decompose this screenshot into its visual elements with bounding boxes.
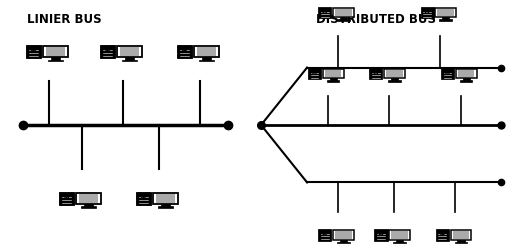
Bar <box>458 70 475 77</box>
Bar <box>386 70 403 77</box>
Bar <box>177 45 192 59</box>
Bar <box>48 60 63 61</box>
Bar <box>43 46 68 57</box>
Bar <box>122 60 137 61</box>
Bar <box>455 242 467 243</box>
Bar <box>196 48 216 56</box>
Bar <box>335 231 352 239</box>
Bar <box>125 57 134 59</box>
Bar <box>441 68 454 80</box>
Bar <box>435 8 456 17</box>
Bar <box>26 45 41 59</box>
Bar <box>393 242 406 243</box>
Bar <box>391 78 398 80</box>
Bar <box>84 204 93 206</box>
Bar <box>453 231 469 239</box>
Bar <box>81 206 96 208</box>
Bar <box>442 17 449 19</box>
Bar <box>325 70 341 77</box>
Bar <box>333 230 354 240</box>
Bar <box>458 240 465 242</box>
Text: LINIER BUS: LINIER BUS <box>27 12 101 26</box>
Bar <box>335 9 352 16</box>
Bar <box>323 69 344 78</box>
Bar <box>100 45 115 59</box>
Bar <box>161 204 170 206</box>
Bar <box>136 192 151 205</box>
Bar <box>388 80 401 82</box>
Bar <box>120 48 140 56</box>
Bar <box>77 193 101 204</box>
Bar <box>420 7 434 18</box>
Bar <box>308 68 321 80</box>
Bar <box>396 240 403 242</box>
Bar <box>329 78 337 80</box>
Bar <box>202 57 210 59</box>
Bar <box>337 242 349 243</box>
Bar <box>318 229 331 241</box>
Bar <box>199 60 214 61</box>
Bar <box>463 78 470 80</box>
Bar <box>436 229 449 241</box>
Bar <box>194 46 219 57</box>
Text: DISTRIBUTED BUS: DISTRIBUTED BUS <box>316 12 436 26</box>
Bar <box>337 19 349 21</box>
Bar <box>460 80 473 82</box>
Bar <box>327 80 340 82</box>
Bar <box>117 46 142 57</box>
Bar <box>451 230 472 240</box>
Bar <box>391 231 408 239</box>
Bar <box>318 7 331 18</box>
Bar <box>389 230 410 240</box>
Bar <box>456 69 477 78</box>
Bar <box>79 194 98 202</box>
Bar <box>333 8 354 17</box>
Bar <box>437 9 454 16</box>
Bar <box>374 229 388 241</box>
Bar <box>384 69 405 78</box>
Bar <box>340 240 347 242</box>
Bar <box>158 206 173 208</box>
Bar <box>439 19 452 21</box>
Bar <box>59 192 74 205</box>
Bar <box>51 57 60 59</box>
Bar <box>340 17 347 19</box>
Bar <box>156 194 175 202</box>
Bar <box>45 48 65 56</box>
Bar <box>369 68 383 80</box>
Bar <box>153 193 178 204</box>
